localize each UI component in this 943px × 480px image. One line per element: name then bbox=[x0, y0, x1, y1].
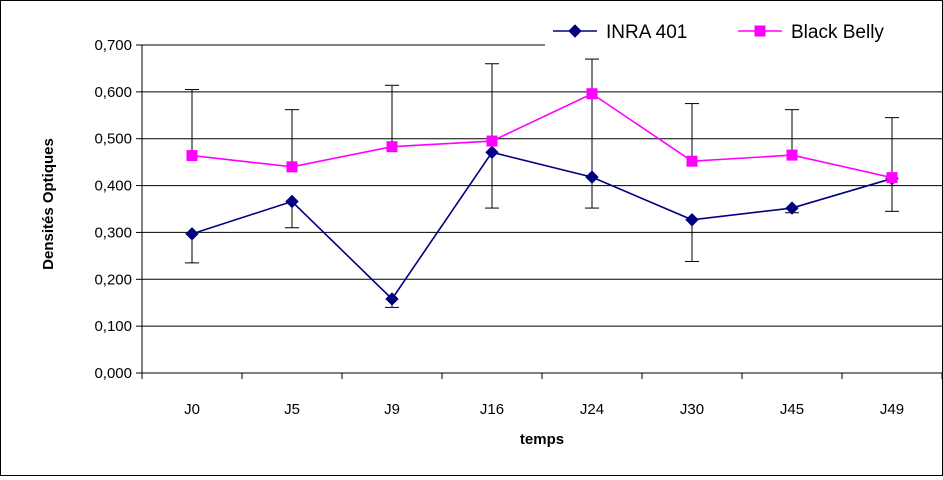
inra-401-point bbox=[285, 194, 299, 209]
series-line-black-belly bbox=[191, 92, 893, 179]
legend-swatch-marker bbox=[754, 25, 766, 37]
inra-401-point bbox=[685, 213, 699, 227]
y-tick-label: 0,200 bbox=[94, 271, 132, 288]
black-belly-point bbox=[286, 161, 298, 173]
black-belly-point bbox=[786, 149, 798, 161]
black-belly-point bbox=[186, 150, 198, 162]
black-belly-point bbox=[886, 172, 898, 184]
axes bbox=[136, 44, 943, 379]
y-axis-label: Densités Optiques bbox=[40, 138, 57, 270]
legend-box bbox=[545, 9, 943, 49]
x-tick-label: J5 bbox=[284, 401, 300, 418]
legend-label: INRA 401 bbox=[606, 22, 687, 43]
inra-401-point bbox=[785, 201, 799, 215]
y-tick-label: 0,400 bbox=[94, 178, 132, 195]
legend: INRA 401 Black Belly bbox=[545, 9, 943, 49]
legend-swatch-marker bbox=[568, 24, 582, 38]
series-line-inra-401 bbox=[191, 151, 893, 301]
error-bars bbox=[185, 58, 899, 308]
inra-401-point bbox=[585, 170, 599, 184]
x-axis-label: temps bbox=[520, 431, 564, 448]
x-tick-label: J9 bbox=[384, 401, 400, 418]
legend-label: Black Belly bbox=[791, 22, 884, 43]
x-tick-label: J45 bbox=[780, 401, 804, 418]
y-tick-label: 0,300 bbox=[94, 224, 132, 241]
black-belly-point bbox=[586, 88, 598, 100]
inra-401-point bbox=[385, 292, 399, 306]
y-tick-label: 0,000 bbox=[94, 365, 132, 382]
x-tick-label: J30 bbox=[680, 401, 704, 418]
series-lines bbox=[191, 92, 893, 301]
black-belly-point bbox=[686, 155, 698, 167]
y-tick-label: 0,100 bbox=[94, 318, 132, 335]
y-tick-label: 0,700 bbox=[94, 37, 132, 54]
x-tick-label: J16 bbox=[480, 401, 504, 418]
x-tick-label: J49 bbox=[880, 401, 904, 418]
inra-401-point bbox=[485, 145, 499, 160]
black-belly-point bbox=[386, 141, 398, 153]
y-tick-label: 0,600 bbox=[94, 84, 132, 101]
x-tick-label: J0 bbox=[184, 401, 200, 418]
y-tick-label: 0,500 bbox=[94, 131, 132, 148]
x-tick-label: J24 bbox=[580, 401, 604, 418]
gridlines bbox=[142, 44, 942, 327]
y-tick-labels: 0,000 0,100 0,200 0,300 0,400 0,500 0,600 0,700 bbox=[94, 37, 132, 382]
black-belly-point bbox=[486, 135, 498, 147]
x-tick-labels: J0 J5 J9 J16 J24 J30 J45 J49 bbox=[184, 401, 904, 418]
inra-401-point bbox=[185, 227, 199, 241]
series-markers bbox=[185, 88, 899, 306]
